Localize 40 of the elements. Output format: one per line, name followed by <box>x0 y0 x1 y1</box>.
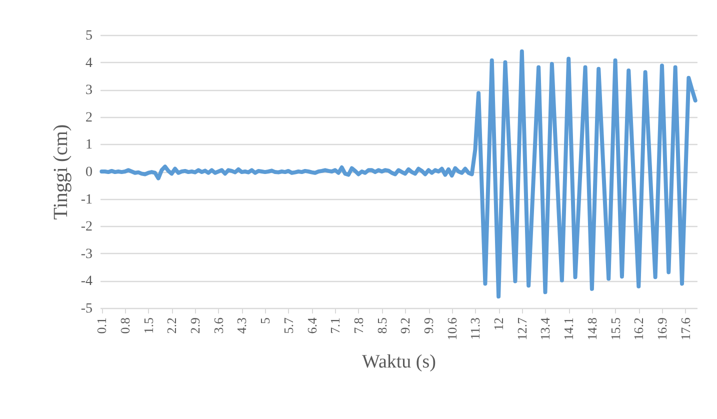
y-tick-label: 1 <box>86 138 92 153</box>
line-series <box>100 49 698 299</box>
x-tick-label: 0.1 <box>94 318 110 334</box>
y-tick-label: 5 <box>86 28 92 44</box>
x-tick-label: 14.8 <box>584 318 600 340</box>
x-tick-label: 16.2 <box>631 318 646 340</box>
x-axis-title: Waktu (s) <box>362 351 436 372</box>
y-axis-title: Tinggi (cm) <box>50 124 72 220</box>
x-tick-label: 16.9 <box>654 318 670 340</box>
x-tick-label: 5 <box>258 318 273 324</box>
y-tick-label: 3 <box>86 83 92 98</box>
x-tick-label: 12.7 <box>514 317 530 340</box>
x-tick-label: 13.4 <box>538 317 553 340</box>
x-tick-label: 8.5 <box>374 318 390 334</box>
y-tick-label: -4 <box>80 274 92 290</box>
x-tick-label: 2.9 <box>188 318 203 334</box>
x-tick-label: 7.8 <box>350 318 366 334</box>
x-tick-label: 0.8 <box>118 318 133 334</box>
y-tick-label: -1 <box>80 192 92 208</box>
x-tick-label: 5.7 <box>280 317 296 334</box>
x-tick-label: 2.2 <box>164 318 180 334</box>
x-tick-label: 14.1 <box>561 318 576 340</box>
x-tick-label: 4.3 <box>234 318 250 334</box>
x-tick-label: 7.1 <box>328 318 343 334</box>
x-tick-label: 17.6 <box>678 317 693 340</box>
x-tick-label: 3.6 <box>210 317 226 334</box>
y-tick-label: 0 <box>86 165 92 180</box>
x-tick-label: 6.4 <box>304 317 320 334</box>
y-tick-label: 2 <box>86 110 92 126</box>
x-tick-label: 12 <box>491 318 506 330</box>
x-tick-label: 1.5 <box>140 318 156 334</box>
x-tick-label: 9.9 <box>421 318 436 334</box>
x-tick-label: 9.2 <box>398 318 413 334</box>
y-tick-label: 4 <box>86 56 92 71</box>
y-tick-label: -5 <box>80 302 92 316</box>
x-tick-label: 10.6 <box>444 317 460 340</box>
y-tick-label: -2 <box>80 220 92 235</box>
x-tick-label: 11.3 <box>468 318 483 340</box>
x-tick-label: 15.5 <box>608 318 623 340</box>
y-tick-label: -3 <box>80 246 92 262</box>
